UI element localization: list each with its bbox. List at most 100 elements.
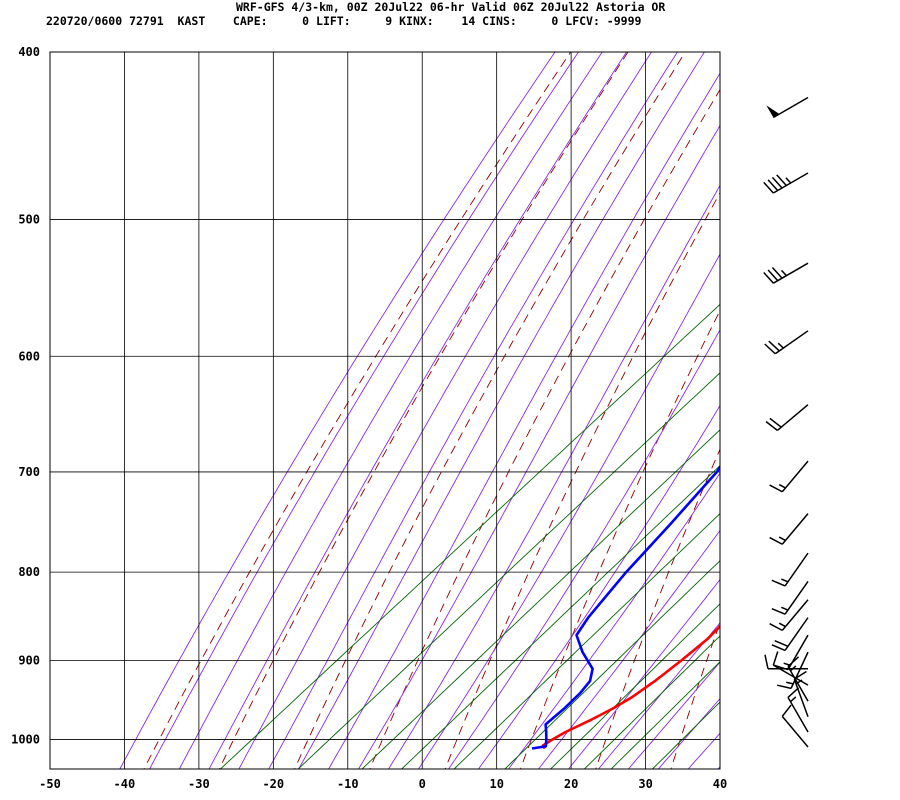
profiles xyxy=(531,464,720,750)
wind-barb-half-flag xyxy=(789,696,797,703)
temperature-tick-label: 40 xyxy=(713,777,727,791)
wind-barb-flag xyxy=(781,704,792,717)
dry-adiabat xyxy=(670,621,720,769)
background-lines xyxy=(119,33,900,776)
dry-adiabat xyxy=(595,448,720,769)
dry-adiabat xyxy=(519,309,720,769)
wind-barb xyxy=(771,581,809,615)
moist-adiabat xyxy=(447,328,720,769)
wind-barb-half-flag xyxy=(781,578,789,583)
station-indices-line: 220720/0600 72791 KAST CAPE: 0 LIFT: 9 K… xyxy=(46,14,642,28)
wind-barb-flag xyxy=(769,536,783,545)
pressure-tick-labels: 400 500 600 700 800 900 1000 xyxy=(11,45,40,747)
wind-barb-flag xyxy=(771,579,786,587)
moist-adiabat xyxy=(417,253,720,769)
wind-barb-half-flag xyxy=(795,679,803,685)
mixing-ratio-line xyxy=(297,372,720,769)
temperature-tick-label: 0 xyxy=(419,777,426,791)
wind-barb-flag xyxy=(768,340,780,352)
wind-barb-flag xyxy=(764,654,769,669)
temperature-tick-label: -30 xyxy=(188,777,210,791)
wind-barb-flag xyxy=(771,267,783,279)
moist-adiabat xyxy=(268,52,678,769)
temperature-tick-labels: -50 -40 -30 -20 -10 0 10 20 30 40 xyxy=(39,777,727,791)
wind-barb xyxy=(772,651,809,686)
wind-barb-flag xyxy=(787,687,800,698)
wind-barb-staff xyxy=(772,96,809,119)
wind-barb xyxy=(769,513,809,545)
temperature-tick-label: -40 xyxy=(114,777,136,791)
wind-barb-staff xyxy=(784,552,809,587)
wind-barb-staff xyxy=(772,664,809,686)
wind-barb-flag xyxy=(765,421,778,431)
temperature-tick-label: -50 xyxy=(39,777,61,791)
moist-adiabat xyxy=(238,52,653,769)
mixing-ratio-line xyxy=(504,560,720,769)
wind-barb-flag xyxy=(769,484,783,493)
wind-barb-flag xyxy=(763,181,774,194)
wind-barb xyxy=(766,96,809,119)
wind-barb-pennant xyxy=(766,105,780,118)
wind-barb xyxy=(769,599,809,632)
wind-barb-staff xyxy=(790,651,809,689)
moist-adiabat xyxy=(119,52,556,769)
mixing-ratio-line xyxy=(550,603,720,769)
wind-barb-half-flag xyxy=(778,483,786,489)
temperature-tick-label: 30 xyxy=(638,777,652,791)
wind-barb-flag xyxy=(763,272,774,284)
mixing-ratio-line xyxy=(361,429,720,769)
temperature-tick-label: 20 xyxy=(564,777,578,791)
wind-barb-staff xyxy=(774,330,809,355)
mixing-ratio-line xyxy=(219,303,720,769)
grid-lines xyxy=(50,52,720,769)
dry-adiabat xyxy=(143,52,572,769)
wind-barb xyxy=(763,172,809,194)
wind-barb-staff xyxy=(781,460,809,493)
temperature-tick-label: 10 xyxy=(489,777,503,791)
wind-barb-half-flag xyxy=(785,177,792,184)
pressure-tick-label: 400 xyxy=(18,45,40,59)
wind-barb-staff xyxy=(793,678,809,717)
moist-adiabat xyxy=(717,766,720,769)
dry-adiabat xyxy=(369,88,720,769)
wind-barb-half-flag xyxy=(786,681,794,685)
wind-barb xyxy=(781,704,809,748)
plot-frame xyxy=(49,51,721,770)
wind-barb-flag xyxy=(769,417,782,428)
moist-adiabat xyxy=(328,72,720,769)
wind-barb-half-flag xyxy=(778,622,786,628)
pressure-tick-label: 800 xyxy=(18,565,40,579)
wind-barb-half-flag xyxy=(781,606,789,611)
wind-barb xyxy=(763,262,809,284)
mixing-ratio-line xyxy=(583,635,720,769)
moist-adiabat xyxy=(357,124,720,769)
wind-barb-half-flag xyxy=(777,342,784,349)
wind-barb xyxy=(769,460,809,493)
pressure-tick-label: 500 xyxy=(18,212,40,226)
chart-title: WRF-GFS 4/3-km, 00Z 20Jul22 06-hr Valid … xyxy=(236,0,666,14)
wind-barb-staff xyxy=(776,404,809,431)
wind-barb xyxy=(771,552,809,587)
wind-barb-staff xyxy=(787,697,809,733)
wind-barb xyxy=(771,617,809,652)
mixing-ratio-line xyxy=(651,701,720,769)
wind-barb xyxy=(764,330,809,355)
wind-barb-flag xyxy=(771,607,786,615)
wind-barb-staff xyxy=(781,599,809,631)
wind-barbs xyxy=(763,96,809,748)
wind-barb-staff xyxy=(781,715,809,748)
dry-adiabat xyxy=(895,33,900,776)
temperature-tick-label: -20 xyxy=(262,777,284,791)
wind-barb-flag xyxy=(793,670,807,680)
wind-barb-flag xyxy=(776,684,792,690)
pressure-tick-label: 700 xyxy=(18,465,40,479)
moist-adiabat xyxy=(507,472,720,769)
wind-barb-half-flag xyxy=(780,269,787,277)
pressure-tick-label: 1000 xyxy=(11,733,40,747)
wind-barb xyxy=(787,687,809,733)
wind-barb-flag xyxy=(767,179,779,192)
dry-adiabat xyxy=(820,33,900,776)
dry-adiabat xyxy=(218,52,629,769)
mixing-ratio-line xyxy=(610,661,720,769)
wind-barb-flag xyxy=(787,656,800,667)
